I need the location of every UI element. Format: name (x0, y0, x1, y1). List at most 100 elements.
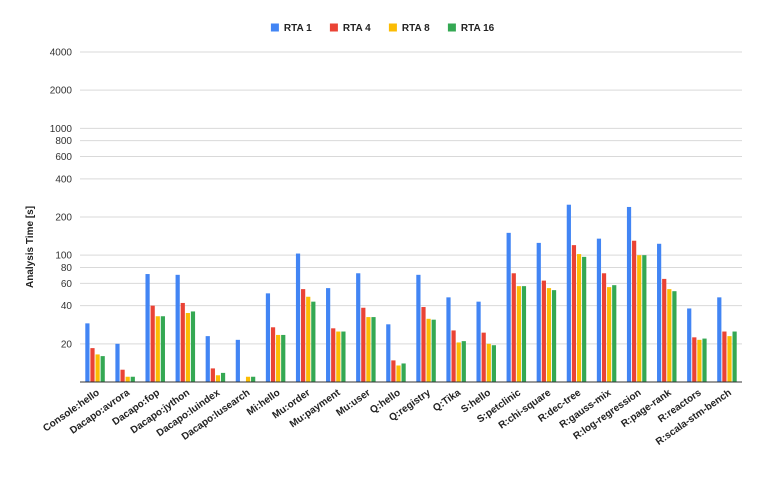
bar (215, 375, 221, 382)
bar (536, 242, 541, 382)
y-gridlines (80, 51, 742, 345)
bar (341, 331, 346, 382)
bar (371, 317, 376, 382)
y-tick-label: 20 (61, 339, 73, 350)
bar (632, 240, 637, 382)
bar (702, 338, 707, 382)
bar (486, 343, 491, 382)
bar (396, 365, 401, 382)
bar (421, 307, 426, 382)
y-tick-label: 2000 (50, 86, 73, 97)
bar (160, 316, 165, 382)
bar (265, 293, 271, 382)
bar (607, 287, 612, 382)
bar (687, 308, 692, 382)
bar (546, 288, 552, 382)
bar (235, 339, 240, 382)
bar (426, 318, 431, 382)
bar (281, 334, 286, 382)
bar (306, 296, 311, 382)
y-axis-title: Analysis Time [s] (25, 206, 36, 288)
legend-label: RTA 8 (402, 23, 430, 34)
bar (210, 368, 215, 382)
bar (541, 280, 546, 382)
bar (612, 285, 617, 382)
bar (100, 356, 105, 382)
bar (566, 204, 571, 382)
bar (90, 348, 95, 382)
bar (732, 331, 737, 382)
bar (672, 291, 677, 382)
bar (150, 305, 155, 382)
bar (361, 307, 366, 382)
bar (481, 332, 486, 382)
chart-legend: RTA 1 RTA 4 RTA 8 RTA 16 (270, 23, 495, 34)
bar (476, 301, 481, 382)
bar (356, 273, 361, 382)
bar (551, 290, 557, 382)
bar (511, 273, 516, 382)
bar (95, 354, 100, 382)
x-axis-ticks: Console:helloDacapo:avroraDacapo:fopDaca… (41, 387, 733, 448)
legend-swatch (388, 23, 397, 32)
chart-bars (85, 204, 737, 382)
bar (626, 206, 632, 382)
legend-item: RTA 4 (329, 23, 371, 34)
bar (115, 343, 120, 382)
bar (521, 286, 527, 382)
legend-item: RTA 8 (388, 23, 430, 34)
x-tick-label: Q:Tika (431, 387, 463, 414)
bar (491, 345, 496, 382)
bar (722, 331, 727, 382)
bar (295, 253, 301, 382)
bar (120, 369, 125, 382)
bar (130, 376, 135, 382)
bar (326, 288, 331, 382)
bar (571, 245, 577, 382)
bar (220, 372, 226, 382)
legend-swatch (270, 23, 279, 32)
y-tick-label: 100 (55, 251, 72, 262)
bar (601, 273, 607, 382)
legend-item: RTA 16 (447, 23, 495, 34)
y-tick-label: 40 (61, 301, 73, 312)
y-tick-label: 1000 (50, 124, 73, 135)
y-tick-label: 400 (55, 174, 72, 185)
bar (331, 328, 336, 382)
bar (245, 376, 251, 382)
bar (506, 232, 511, 382)
bar (336, 331, 341, 382)
legend-swatch (447, 23, 456, 32)
legend-label: RTA 1 (284, 23, 312, 34)
bar (276, 334, 281, 382)
bar (190, 311, 196, 382)
bar (185, 312, 190, 382)
bar (697, 339, 702, 382)
bar (401, 363, 406, 382)
y-tick-label: 4000 (50, 48, 73, 59)
bar (516, 286, 521, 382)
y-tick-label: 80 (61, 263, 73, 274)
bar (311, 301, 316, 382)
y-tick-label: 800 (55, 136, 72, 147)
legend-swatch (329, 23, 338, 32)
legend-label: RTA 16 (461, 23, 495, 34)
bar (386, 324, 391, 382)
bar (717, 297, 722, 382)
bar (692, 337, 697, 382)
bar (642, 255, 647, 382)
bar (391, 360, 396, 382)
bar (301, 289, 306, 382)
bar (637, 255, 642, 382)
bar (366, 317, 371, 382)
bar (657, 243, 662, 382)
bar (251, 376, 256, 382)
bar (667, 289, 672, 382)
bar (270, 327, 276, 382)
bar (145, 274, 150, 382)
bar (416, 274, 421, 382)
bar (596, 238, 602, 382)
